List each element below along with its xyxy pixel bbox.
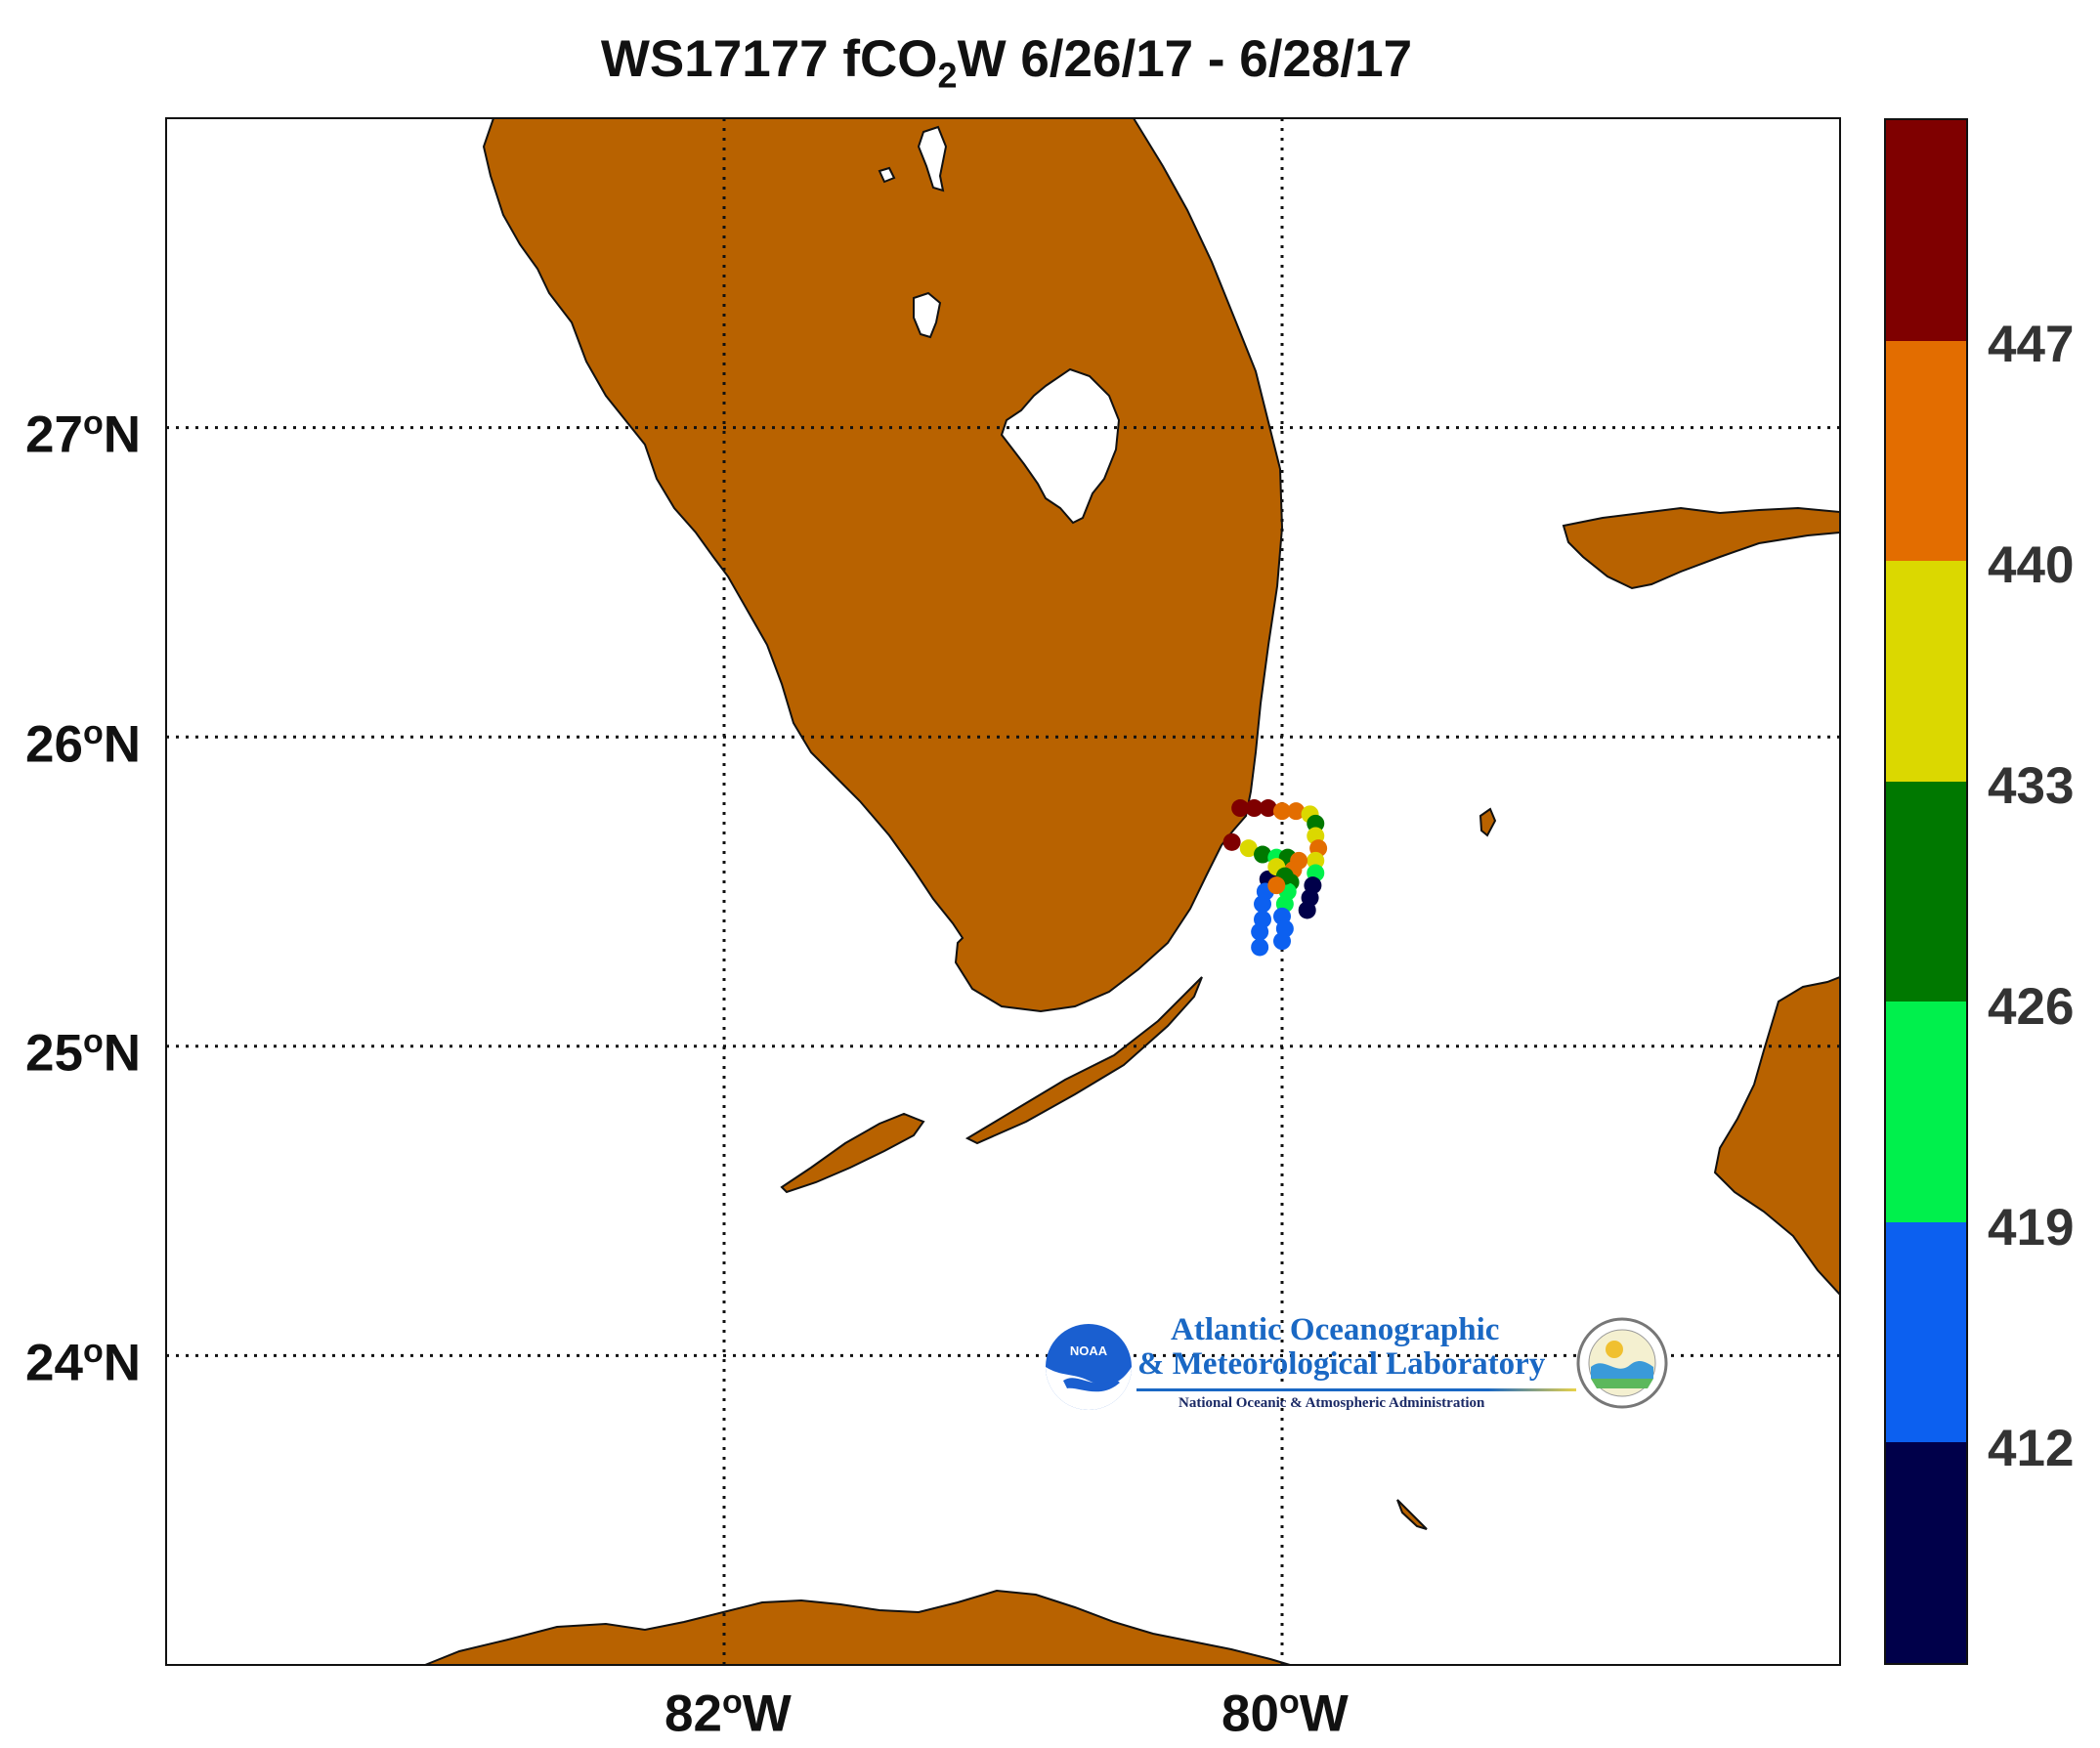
track-point-13 — [1298, 901, 1316, 919]
track-point-3 — [1273, 802, 1291, 821]
track-point-9 — [1307, 851, 1325, 870]
lakes-layer — [878, 125, 1121, 525]
bimini — [1479, 807, 1497, 837]
agency-name: National Oceanic & Atmospheric Administr… — [1179, 1395, 1485, 1411]
track-point-4 — [1287, 802, 1306, 821]
colorbar-segment-433 — [1886, 561, 1966, 782]
colorbar-segment-447 — [1886, 120, 1966, 341]
svg-text:NOAA: NOAA — [1070, 1343, 1108, 1358]
lat-label-25: 25oN — [25, 1023, 142, 1083]
upper-keys — [964, 976, 1203, 1145]
colorbar — [1884, 118, 1968, 1665]
lon-label-80: 80oW — [1221, 1684, 1349, 1743]
aoml-logo: NOAA Atlantic Oceanographic & Meteorolog… — [1044, 1312, 1669, 1427]
track-point-31 — [1251, 922, 1269, 941]
lat-label-27: 27oN — [25, 405, 142, 464]
colorbar-segment-405 — [1886, 1442, 1966, 1663]
aoml-name-line2: & Meteorological Laboratory — [1137, 1346, 1546, 1382]
aoml-name-line1: Atlantic Oceanographic — [1171, 1312, 1500, 1347]
map-title: WS17177 fCO2W 6/26/17 - 6/28/17 — [600, 30, 1413, 96]
cuba — [424, 1589, 1291, 1666]
track-point-14 — [1222, 832, 1241, 851]
land-layer — [424, 117, 1841, 1666]
lake-istokpoga — [913, 291, 942, 339]
colorbar-segment-412 — [1886, 1221, 1966, 1443]
colorbar-segment-440 — [1886, 340, 1966, 562]
aoml-seal-icon — [1576, 1317, 1668, 1409]
grand-bahama — [1562, 506, 1841, 590]
cay-sal — [1396, 1499, 1428, 1530]
colorbar-tick-426: 426 — [1988, 978, 2075, 1036]
colorbar-tick-419: 419 — [1988, 1199, 2075, 1257]
florida-land — [482, 117, 1284, 1013]
lake-okeechobee — [1000, 367, 1121, 525]
track-point-6 — [1307, 814, 1325, 832]
colorbar-tick-440: 440 — [1988, 536, 2075, 594]
track-point-1 — [1245, 799, 1264, 818]
lake-kissimmee — [917, 125, 948, 192]
track-point-35 — [1267, 876, 1286, 895]
track-point-16 — [1254, 845, 1272, 864]
colorbar-tick-412: 412 — [1988, 1420, 2075, 1477]
lake-small — [878, 166, 896, 184]
andros — [1713, 975, 1841, 1298]
track-point-2 — [1259, 799, 1277, 818]
track-point-29 — [1254, 895, 1272, 914]
noaa-emblem: NOAA — [1046, 1324, 1132, 1410]
track-point-26 — [1273, 932, 1291, 951]
colorbar-tick-447: 447 — [1988, 316, 2075, 373]
lat-label-24: 24oN — [25, 1333, 142, 1392]
colorbar-segment-426 — [1886, 781, 1966, 1002]
track-layer — [1222, 799, 1328, 957]
colorbar-segment-419 — [1886, 1002, 1966, 1222]
track-point-0 — [1231, 799, 1250, 818]
colorbar-tick-433: 433 — [1988, 757, 2075, 815]
lon-label-82: 82oW — [664, 1684, 792, 1743]
florida-keys — [780, 1112, 925, 1194]
track-point-15 — [1239, 839, 1258, 858]
logo-underline — [1136, 1388, 1576, 1391]
track-point-32 — [1251, 938, 1269, 957]
lat-label-26: 26oN — [25, 714, 142, 774]
